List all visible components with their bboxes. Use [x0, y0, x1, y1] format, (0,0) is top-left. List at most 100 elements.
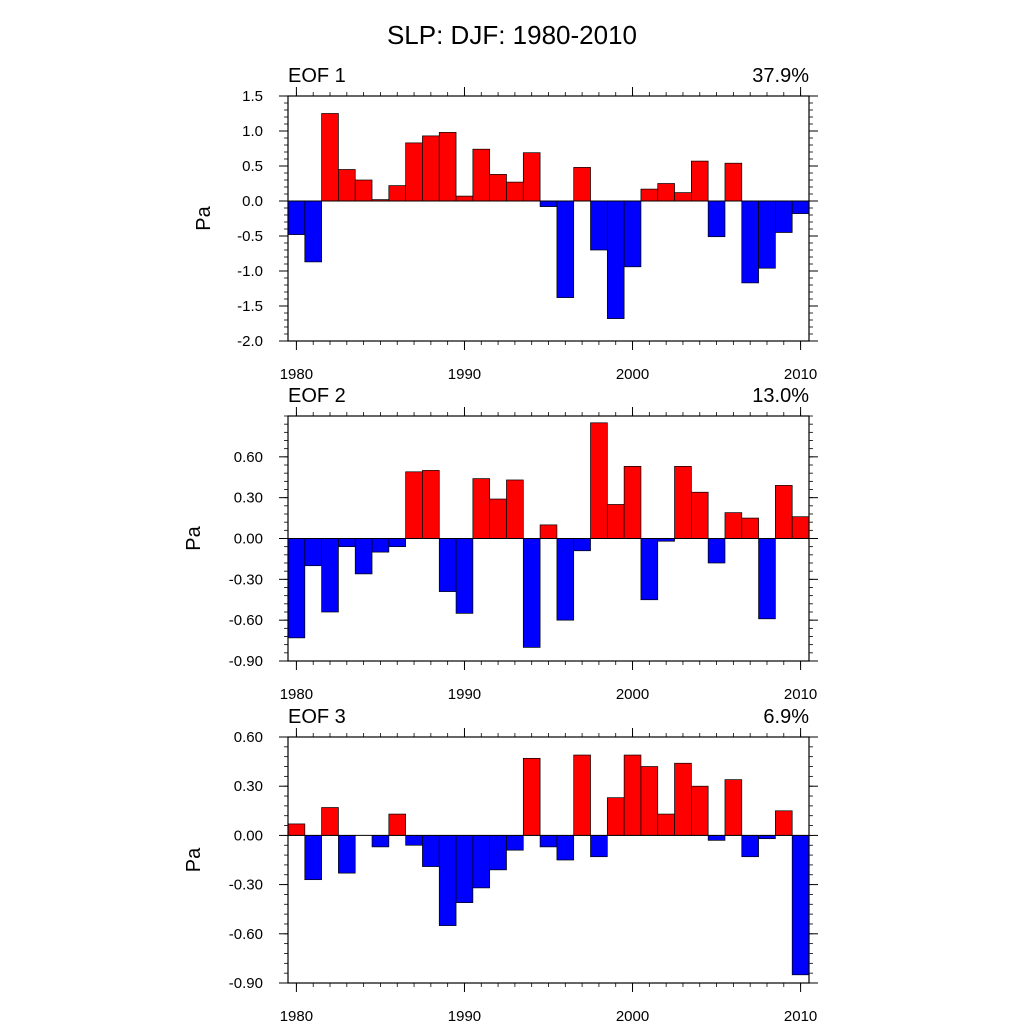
bar-2006 — [724, 162, 743, 202]
x-tick-label: 2000 — [616, 366, 649, 383]
bar-2005 — [707, 835, 726, 841]
y-tick-label: 0.5 — [242, 158, 263, 175]
bar-1989 — [438, 835, 457, 926]
y-tick-label: 0.60 — [234, 449, 263, 466]
bar-2007 — [741, 517, 759, 539]
bar-1988 — [422, 835, 440, 867]
bar-1983 — [338, 835, 356, 874]
bar-2002 — [657, 813, 675, 836]
eof-panel-3: -0.90 -0.60 -0.30 0.00 0.30 0.60 1980 1990 2000 2… — [183, 706, 818, 1024]
bar-1981 — [304, 538, 322, 567]
bar-1987 — [405, 142, 423, 202]
bar-1995 — [539, 200, 558, 207]
bar-2003 — [674, 466, 692, 539]
bar-1996 — [556, 538, 575, 621]
x-tick-label: 1990 — [448, 686, 481, 703]
bar-2001 — [640, 538, 659, 601]
bar-1990 — [455, 538, 474, 614]
bar-1997 — [573, 538, 591, 552]
bar-2004 — [691, 785, 709, 836]
bar-2004 — [691, 491, 709, 539]
bar-2006 — [724, 779, 743, 836]
bar-2005 — [707, 538, 726, 564]
bar-1993 — [506, 479, 524, 539]
bar-1992 — [489, 174, 507, 202]
y-axis-label: Pa — [183, 525, 205, 550]
y-tick-label: 0.30 — [234, 778, 263, 795]
bar-1992 — [489, 835, 507, 871]
y-tick-label: 0.00 — [234, 827, 263, 844]
x-tick-label: 2000 — [616, 1008, 649, 1024]
bar-1995 — [539, 835, 558, 848]
bar-1998 — [590, 422, 608, 539]
bar-2001 — [640, 188, 659, 202]
bar-2009 — [775, 810, 793, 836]
bar-1983 — [338, 538, 356, 548]
panel-label: EOF 2 — [288, 385, 346, 407]
x-tick-label: 1990 — [448, 366, 481, 383]
x-tick-label: 1980 — [280, 686, 313, 703]
y-tick-label: -0.60 — [229, 926, 263, 943]
bar-1989 — [438, 132, 457, 202]
x-tick-label: 2010 — [784, 686, 817, 703]
y-tick-label: -0.30 — [229, 877, 263, 894]
bar-2002 — [657, 183, 675, 202]
bar-1994 — [522, 538, 541, 648]
bar-2004 — [691, 160, 709, 202]
plot-frame — [287, 95, 810, 342]
bar-1982 — [321, 538, 339, 613]
y-tick-label: -2.0 — [237, 333, 263, 350]
bar-1980 — [287, 200, 306, 235]
bar-1996 — [556, 200, 575, 298]
bar-2008 — [758, 538, 776, 620]
y-tick-label: -0.90 — [229, 653, 263, 670]
bar-1982 — [321, 113, 339, 202]
bar-2006 — [724, 512, 743, 539]
bar-1984 — [354, 538, 373, 575]
eof-panel-1: -2.0 -1.5 -1.0 -0.5 0.0 0.5 1.0 1.5 1980 1990 2000… — [193, 65, 818, 383]
bar-1980 — [287, 538, 306, 639]
y-tick-label: 1.5 — [242, 88, 263, 105]
bar-1981 — [304, 200, 322, 263]
bar-2010 — [791, 516, 810, 539]
panel-label: EOF 1 — [288, 65, 346, 87]
x-tick-label: 2010 — [784, 366, 817, 383]
bar-1986 — [388, 813, 406, 836]
bar-1982 — [321, 807, 339, 836]
panels: -2.0 -1.5 -1.0 -0.5 0.0 0.5 1.0 1.5 1980 1990 2000… — [183, 65, 818, 1024]
bar-2009 — [775, 485, 793, 539]
bar-1988 — [422, 135, 440, 202]
bar-2007 — [741, 200, 759, 284]
bar-2009 — [775, 200, 793, 233]
bar-1980 — [287, 823, 306, 836]
bar-1996 — [556, 835, 575, 861]
y-tick-label: 0.30 — [234, 490, 263, 507]
bar-1981 — [304, 835, 322, 881]
bar-1985 — [371, 538, 390, 553]
bar-1987 — [405, 835, 423, 846]
bar-1990 — [455, 195, 474, 202]
bar-1984 — [354, 179, 373, 202]
bar-1995 — [539, 524, 558, 539]
bar-1989 — [438, 538, 457, 592]
bar-1991 — [472, 835, 491, 889]
panel-label: EOF 3 — [288, 706, 346, 728]
bar-2000 — [623, 754, 642, 836]
eof-panel-2: -0.90 -0.60 -0.30 0.00 0.30 0.60 1980 1990 2000 2… — [183, 385, 818, 703]
bar-1990 — [455, 835, 474, 903]
bar-1983 — [338, 169, 356, 202]
bar-2010 — [791, 200, 810, 214]
y-tick-label: -1.5 — [237, 298, 263, 315]
x-tick-label: 1990 — [448, 1008, 481, 1024]
bar-1992 — [489, 498, 507, 539]
y-tick-label: 1.0 — [242, 123, 263, 140]
bar-1993 — [506, 181, 524, 202]
bar-1998 — [590, 200, 608, 251]
bar-1999 — [606, 200, 625, 319]
y-tick-label: -0.90 — [229, 975, 263, 992]
bar-1993 — [506, 835, 524, 851]
bar-2003 — [674, 762, 692, 836]
plot-frame — [287, 736, 810, 984]
y-axis-label: Pa — [193, 205, 215, 230]
